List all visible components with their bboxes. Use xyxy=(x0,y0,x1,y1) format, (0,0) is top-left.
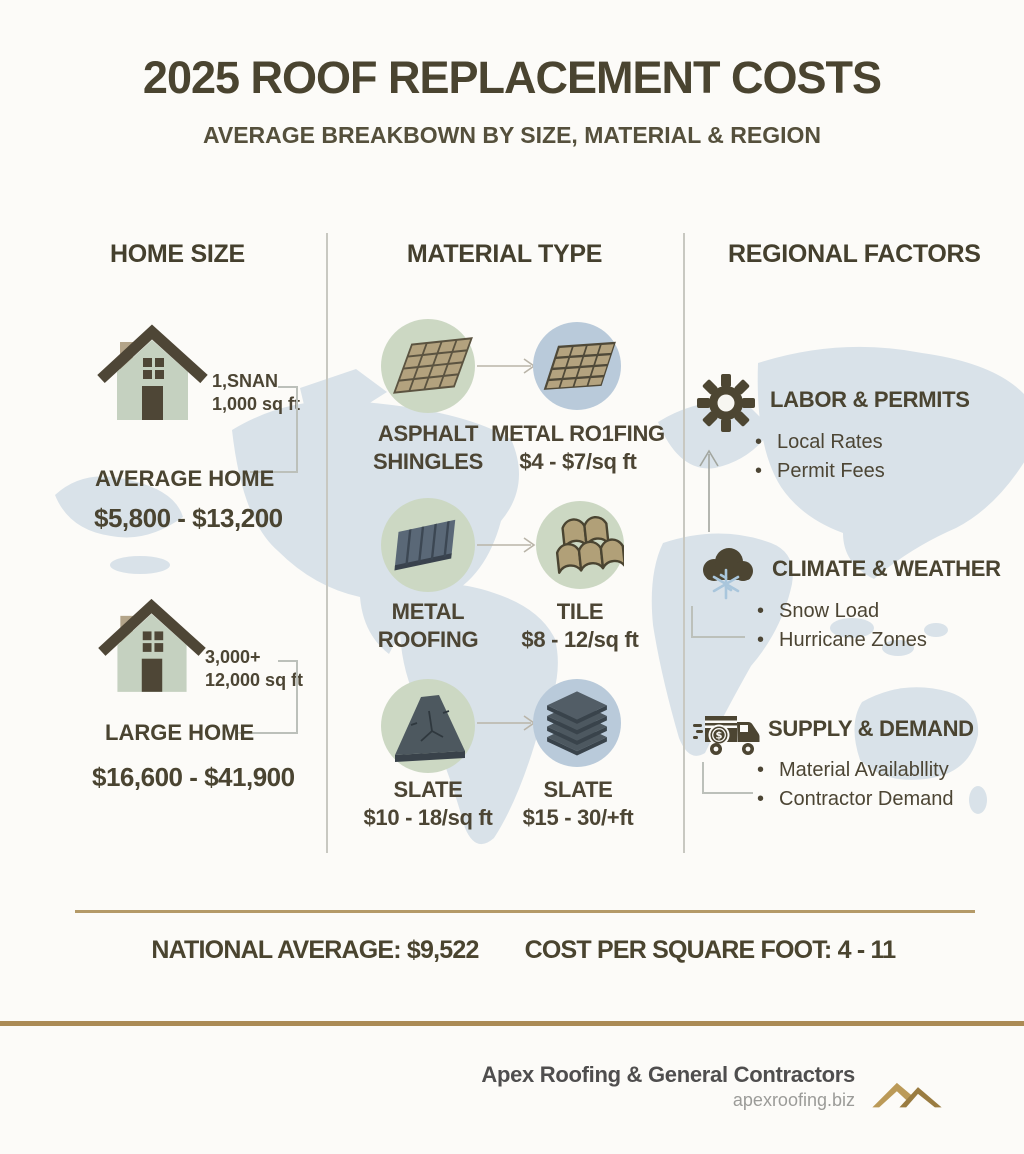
tile-icon xyxy=(555,516,624,574)
material-price: $10 - 18/sq ft xyxy=(363,805,493,830)
material-name: TILE xyxy=(556,599,604,624)
bracket-line xyxy=(702,792,753,794)
gear-icon xyxy=(697,374,755,432)
home-size-note-line1: 3,000+ xyxy=(205,647,261,667)
page-title: 2025 ROOF REPLACEMENT COSTS xyxy=(142,52,882,103)
material-name: ROOFING xyxy=(377,627,479,652)
material-label: METAL ROOFING xyxy=(348,598,508,654)
home-size-note: 3,000+ 12,000 sq ft xyxy=(205,646,303,692)
bullet-dot: • xyxy=(757,759,765,781)
column-divider-left xyxy=(326,233,328,853)
delivery-truck-icon: $ xyxy=(693,716,760,755)
summary-top-rule xyxy=(75,910,975,913)
home-label: AVERAGE HOME xyxy=(95,466,275,491)
bracket-line xyxy=(278,660,297,662)
regional-section-title: CLIMATE & WEATHER xyxy=(772,556,1001,581)
bracket-line xyxy=(691,636,745,638)
home-size-note: 1,SNAN 1,000 sq ft xyxy=(212,370,300,416)
right-arrow-icon xyxy=(477,537,536,553)
bracket-line xyxy=(702,762,704,793)
bullet-text: Material Availabllity xyxy=(779,759,949,781)
home-size-header: HOME SIZE xyxy=(110,240,245,268)
material-name: ASPHALT xyxy=(377,421,479,446)
asphalt-shingles-icon xyxy=(393,337,473,394)
material-label: TILE $8 - 12/sq ft xyxy=(490,598,670,654)
home-label: LARGE HOME xyxy=(105,720,255,745)
bullet-dot: • xyxy=(755,460,763,482)
material-label: METAL RO1FING $4 - $7/sq ft xyxy=(488,420,668,476)
cost-per-square-foot: COST PER SQUARE FOOT: 4 - 11 xyxy=(524,936,897,964)
bullet-dot: • xyxy=(757,600,765,622)
metal-roofing-icon xyxy=(394,519,456,571)
bracket-line xyxy=(250,471,298,473)
bracket-line xyxy=(278,386,297,388)
material-name: SHINGLES xyxy=(372,449,484,474)
house-icon xyxy=(97,324,208,420)
regional-bullet: • Local Rates xyxy=(755,428,883,457)
slate-icon xyxy=(395,695,465,762)
footer-website: apexroofing.biz xyxy=(732,1090,855,1110)
material-price: $15 - 30/+ft xyxy=(522,805,634,830)
material-name: METAL RO1FING xyxy=(491,421,665,446)
world-map-background xyxy=(55,346,1024,845)
home-price: $5,800 - $13,200 xyxy=(94,503,283,533)
footer-top-rule xyxy=(0,1021,1024,1026)
material-name: SLATE xyxy=(543,777,613,802)
regional-section-title: SUPPLY & DEMAND xyxy=(768,716,974,741)
material-label: ASPHALT SHINGLES xyxy=(348,420,508,476)
bullet-text: Contractor Demand xyxy=(779,788,954,810)
bracket-line xyxy=(296,660,298,733)
column-divider-right xyxy=(683,233,685,853)
regional-bullet: • Snow Load xyxy=(757,597,879,626)
snow-cloud-icon xyxy=(703,548,753,600)
home-size-note-line1: 1,SNAN xyxy=(212,371,279,391)
home-price: $16,600 - $41,900 xyxy=(92,762,295,792)
mountain-logo-icon xyxy=(872,1082,942,1108)
material-label: SLATE $10 - 18/sq ft xyxy=(338,776,518,832)
material-name: METAL xyxy=(391,599,465,624)
metal-shingles-icon xyxy=(543,341,616,390)
bracket-line xyxy=(238,732,298,734)
bullet-text: Local Rates xyxy=(777,431,883,453)
regional-factors-header: REGIONAL FACTORS xyxy=(728,240,981,268)
up-arrow-icon xyxy=(699,449,719,532)
bullet-dot: • xyxy=(757,788,765,810)
bracket-line xyxy=(296,386,298,472)
material-label: SLATE $15 - 30/+ft xyxy=(488,776,668,832)
regional-bullet: • Permit Fees xyxy=(755,457,885,486)
material-type-header: MATERIAL TYPE xyxy=(406,240,603,268)
material-name: SLATE xyxy=(393,777,463,802)
bullet-text: Snow Load xyxy=(779,600,880,622)
bullet-dot: • xyxy=(757,629,765,651)
bullet-text: Hurricane Zones xyxy=(779,629,927,651)
right-arrow-icon xyxy=(477,358,536,374)
footer-company-name: Apex Roofing & General Contractors xyxy=(481,1062,855,1087)
material-price: $4 - $7/sq ft xyxy=(519,449,637,474)
regional-bullet: • Hurricane Zones xyxy=(757,626,927,655)
right-arrow-icon xyxy=(477,715,536,731)
bracket-line xyxy=(691,606,693,637)
house-icon xyxy=(98,598,206,692)
home-size-note-line2: 1,000 sq ft xyxy=(212,394,301,414)
coin-dollar-glyph: $ xyxy=(716,731,723,742)
regional-bullet: • Material Availabllity xyxy=(757,756,949,785)
slate-stack-icon xyxy=(547,691,607,756)
bullet-text: Permit Fees xyxy=(777,460,885,482)
bullet-dot: • xyxy=(755,431,763,453)
regional-bullet: • Contractor Demand xyxy=(757,785,954,814)
page-subtitle: AVERAGE BREAKBOWN BY SIZE, MATERIAL & RE… xyxy=(202,122,822,148)
national-average: NATIONAL AVERAGE: $9,522 xyxy=(151,936,479,964)
regional-section-title: LABOR & PERMITS xyxy=(770,387,970,412)
home-size-note-line2: 12,000 sq ft xyxy=(205,670,304,690)
material-price: $8 - 12/sq ft xyxy=(521,627,639,652)
